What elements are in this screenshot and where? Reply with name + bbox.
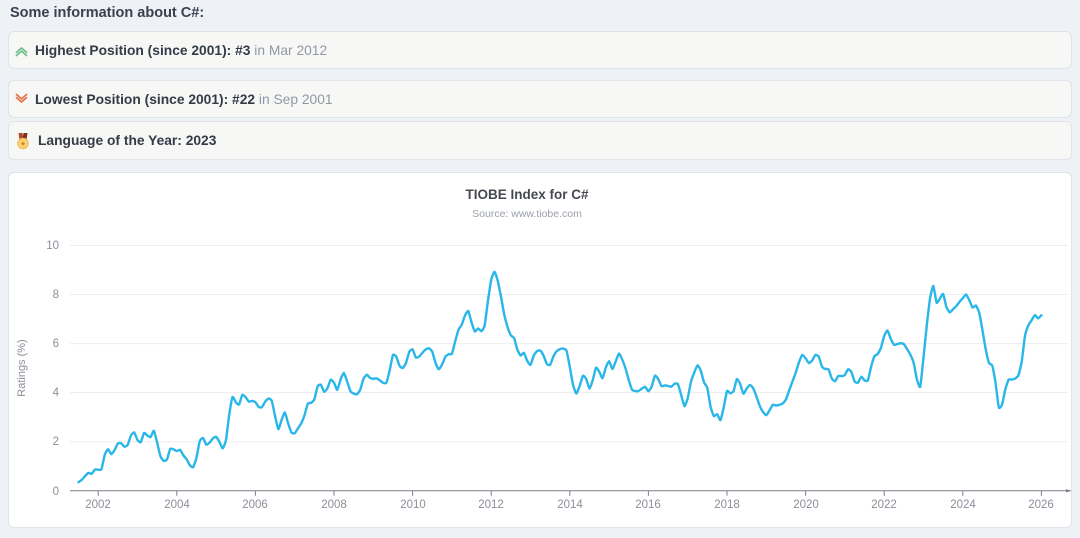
svg-text:2016: 2016 xyxy=(635,499,661,511)
svg-text:8: 8 xyxy=(53,289,59,301)
svg-text:2024: 2024 xyxy=(950,499,976,511)
svg-text:2006: 2006 xyxy=(242,499,268,511)
svg-text:Ratings (%): Ratings (%) xyxy=(16,339,28,396)
svg-text:0: 0 xyxy=(53,486,59,498)
svg-text:2004: 2004 xyxy=(164,499,190,511)
svg-text:2014: 2014 xyxy=(557,499,583,511)
svg-text:6: 6 xyxy=(53,338,59,350)
svg-text:2012: 2012 xyxy=(478,499,504,511)
svg-text:2026: 2026 xyxy=(1028,499,1054,511)
svg-text:10: 10 xyxy=(46,240,59,252)
svg-text:2010: 2010 xyxy=(400,499,426,511)
svg-text:2: 2 xyxy=(53,436,59,448)
svg-text:2020: 2020 xyxy=(793,499,819,511)
svg-text:2002: 2002 xyxy=(85,499,111,511)
svg-text:4: 4 xyxy=(53,387,60,399)
svg-text:2018: 2018 xyxy=(714,499,740,511)
svg-text:2008: 2008 xyxy=(321,499,347,511)
svg-text:2022: 2022 xyxy=(871,499,897,511)
